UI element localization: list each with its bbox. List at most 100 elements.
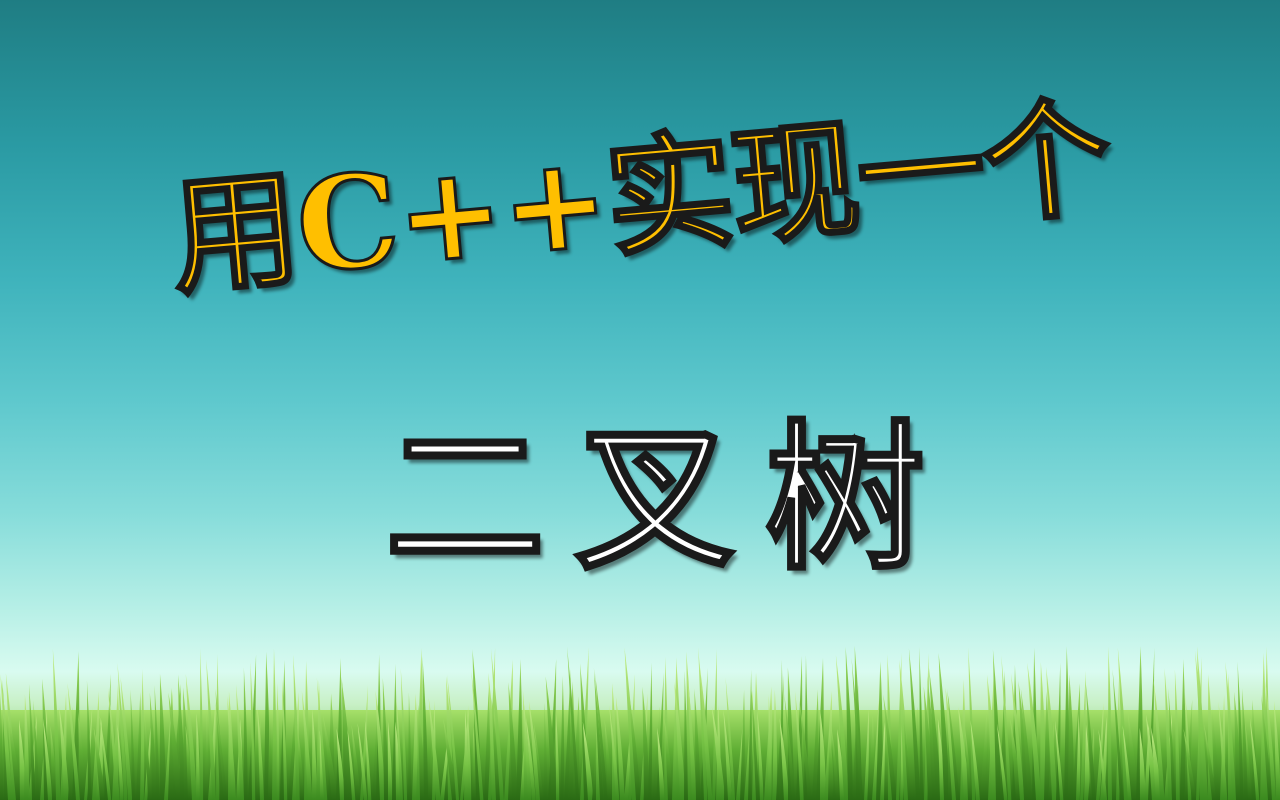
grass-blade bbox=[67, 682, 80, 800]
grass-blade bbox=[545, 676, 558, 800]
grass-blade bbox=[120, 676, 133, 800]
grass-blade bbox=[336, 728, 345, 800]
grass-blade bbox=[1168, 688, 1176, 800]
grass-blade bbox=[250, 661, 256, 800]
grass-blade bbox=[1112, 669, 1124, 800]
grass-blade bbox=[970, 719, 980, 800]
grass-blade bbox=[987, 674, 998, 800]
grass-blade bbox=[159, 673, 166, 800]
grass-blade bbox=[297, 725, 305, 800]
grass-blade bbox=[316, 677, 328, 800]
grass-blade bbox=[50, 725, 58, 800]
grass-blade bbox=[564, 669, 571, 800]
grass-blade bbox=[1245, 722, 1252, 800]
grass-blade bbox=[52, 648, 61, 800]
grass-blade bbox=[1080, 670, 1086, 800]
grass-blade bbox=[1085, 679, 1096, 800]
grass-blade bbox=[958, 706, 970, 800]
grass-blade bbox=[1139, 727, 1146, 800]
grass-blade bbox=[698, 647, 708, 800]
grass-blade bbox=[516, 659, 523, 800]
grass-blade bbox=[684, 670, 688, 800]
grass-blade bbox=[185, 673, 198, 800]
grass-blade bbox=[1261, 694, 1272, 800]
grass-blade bbox=[908, 648, 921, 800]
grass-blade bbox=[992, 649, 1002, 800]
grass-blade bbox=[582, 721, 594, 800]
grass-blade bbox=[447, 674, 460, 800]
grass-blade bbox=[276, 682, 280, 800]
grass-blade bbox=[723, 710, 733, 800]
grass-blade bbox=[1098, 729, 1108, 800]
grass-blade bbox=[491, 697, 500, 800]
grass-blade bbox=[1218, 701, 1228, 800]
grass-blade bbox=[1146, 714, 1158, 800]
grass-blade bbox=[43, 718, 53, 800]
grass-blade bbox=[59, 707, 70, 800]
grass-blade bbox=[868, 715, 875, 800]
grass-blade bbox=[484, 687, 490, 800]
grass-blade bbox=[200, 648, 204, 800]
grass-blade bbox=[168, 687, 174, 800]
grass-blade bbox=[845, 646, 854, 800]
grass-blade bbox=[779, 718, 790, 800]
grass-blade bbox=[204, 714, 209, 800]
grass-blade bbox=[93, 727, 106, 800]
grass-blade bbox=[784, 693, 796, 800]
grass-blade bbox=[1054, 720, 1064, 800]
grass-blade bbox=[526, 717, 536, 800]
grass-blade bbox=[795, 690, 804, 800]
grass-blade bbox=[412, 693, 418, 800]
grass-blade bbox=[711, 706, 726, 800]
grass-blade bbox=[1164, 668, 1173, 800]
grass-blade bbox=[281, 678, 288, 800]
grass-blade bbox=[1064, 646, 1070, 800]
grass-blade bbox=[884, 717, 889, 800]
grass-blade bbox=[0, 692, 4, 800]
grass-blade bbox=[396, 696, 404, 800]
grass-blade bbox=[864, 709, 869, 800]
grass-blade bbox=[725, 677, 736, 800]
grass-blade bbox=[736, 706, 745, 800]
grass-blade bbox=[422, 656, 429, 800]
grass-blade bbox=[78, 711, 86, 800]
grass-blade bbox=[1183, 728, 1197, 800]
grass-blade bbox=[460, 704, 469, 800]
grass-blade bbox=[1241, 688, 1249, 800]
grass-blade bbox=[1204, 724, 1217, 800]
grass-blade bbox=[0, 674, 13, 800]
grass-blade bbox=[144, 714, 152, 800]
grass-blade bbox=[523, 699, 532, 800]
grass-blade bbox=[7, 715, 22, 800]
grass-blade bbox=[699, 662, 713, 800]
grass-blade bbox=[1153, 680, 1165, 800]
grass-blade bbox=[18, 719, 26, 800]
grass-blade bbox=[1096, 702, 1104, 800]
grass-blade bbox=[464, 710, 469, 800]
grass-blade bbox=[1128, 713, 1138, 800]
grass-blade bbox=[491, 649, 504, 800]
grass-blade bbox=[567, 646, 580, 800]
grass-blade bbox=[168, 692, 182, 800]
grass-blade bbox=[615, 696, 625, 800]
grass-blade bbox=[751, 685, 760, 800]
grass-blade bbox=[1040, 662, 1046, 800]
grass-blade bbox=[694, 688, 701, 800]
grass-blade bbox=[1174, 669, 1180, 800]
grass-blade bbox=[243, 667, 248, 800]
grass-blade bbox=[408, 692, 412, 800]
grass-blade bbox=[293, 654, 300, 800]
grass-blade bbox=[33, 700, 40, 800]
grass-blade bbox=[185, 725, 193, 800]
grass-blade bbox=[657, 727, 665, 800]
grass-blade bbox=[896, 652, 902, 800]
grass-blade bbox=[382, 677, 389, 800]
grass-blade bbox=[400, 668, 408, 800]
grass-blade bbox=[140, 669, 145, 800]
grass-blade bbox=[428, 697, 441, 800]
grass-blade bbox=[471, 670, 484, 800]
grass-blade bbox=[883, 694, 897, 800]
grass-blade bbox=[996, 723, 1008, 800]
grass-blade bbox=[656, 672, 664, 800]
grass-blade bbox=[928, 667, 942, 800]
